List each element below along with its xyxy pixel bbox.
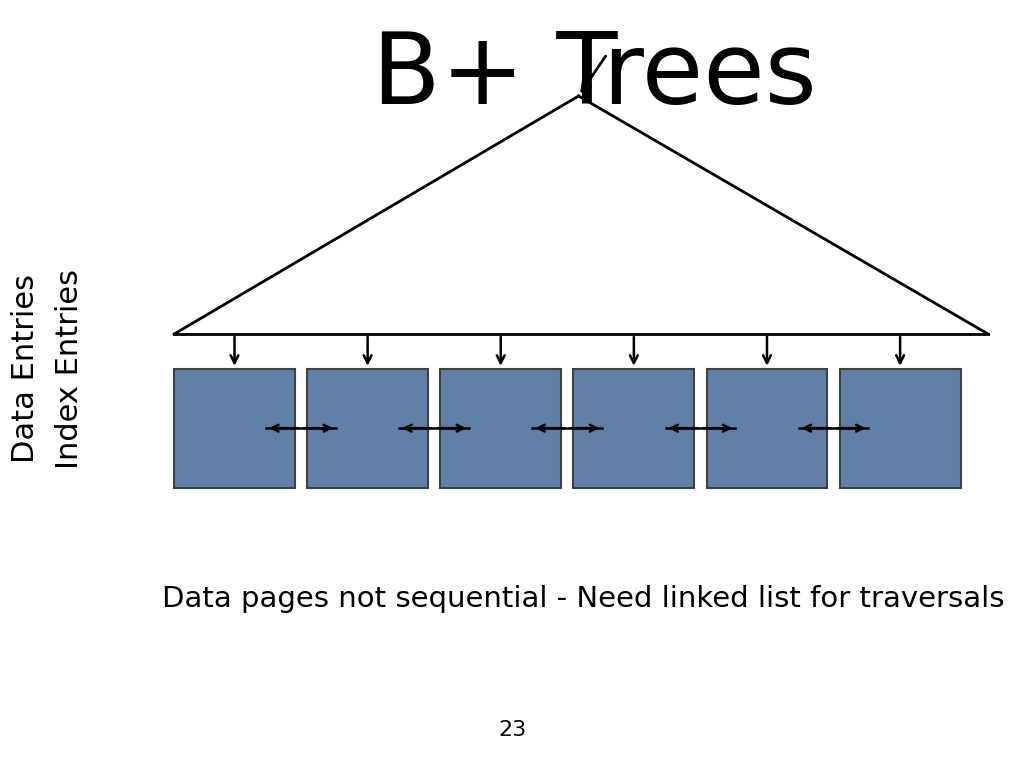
Text: 23: 23 bbox=[498, 720, 526, 740]
Bar bbox=[307, 369, 428, 488]
Text: Data pages not sequential - Need linked list for traversals: Data pages not sequential - Need linked … bbox=[163, 585, 1005, 613]
Text: B+ Trees: B+ Trees bbox=[372, 28, 816, 125]
Bar bbox=[707, 369, 827, 488]
Text: Index Entries: Index Entries bbox=[55, 269, 84, 468]
Bar bbox=[573, 369, 694, 488]
Text: Data Entries: Data Entries bbox=[11, 274, 40, 463]
Bar bbox=[440, 369, 561, 488]
Bar bbox=[840, 369, 961, 488]
Bar bbox=[174, 369, 295, 488]
